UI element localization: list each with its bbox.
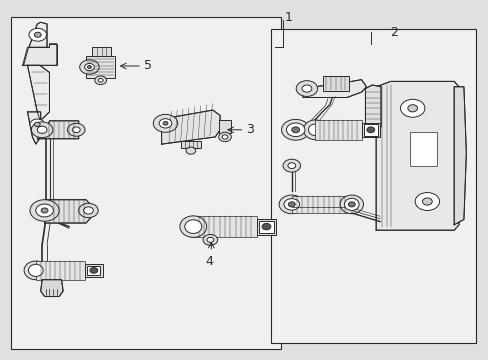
Bar [409, 132, 436, 166]
Ellipse shape [279, 195, 304, 214]
Circle shape [72, 127, 80, 133]
Bar [181, 140, 200, 148]
Circle shape [400, 99, 424, 117]
Circle shape [422, 198, 431, 205]
Ellipse shape [339, 195, 363, 214]
Circle shape [218, 132, 231, 141]
Bar [193, 216, 256, 237]
Circle shape [283, 159, 300, 172]
Polygon shape [27, 65, 49, 119]
Ellipse shape [24, 261, 47, 280]
Circle shape [29, 28, 46, 41]
Bar [92, 47, 111, 56]
Circle shape [163, 122, 167, 125]
Circle shape [84, 63, 94, 71]
Ellipse shape [281, 120, 309, 140]
Circle shape [407, 105, 417, 112]
Polygon shape [365, 85, 380, 130]
Bar [291, 196, 349, 213]
Circle shape [30, 119, 44, 130]
Circle shape [41, 208, 48, 213]
Bar [87, 266, 100, 275]
Bar [256, 219, 276, 234]
Text: 4: 4 [205, 255, 213, 267]
Circle shape [31, 122, 53, 138]
Circle shape [34, 32, 41, 37]
Circle shape [347, 202, 354, 207]
Polygon shape [22, 44, 57, 65]
Ellipse shape [308, 124, 322, 135]
Circle shape [34, 122, 40, 127]
Circle shape [36, 204, 53, 217]
Bar [315, 120, 361, 140]
Circle shape [30, 200, 59, 221]
Circle shape [79, 203, 98, 218]
Bar [84, 264, 103, 277]
Ellipse shape [344, 198, 358, 211]
Bar [271, 30, 475, 343]
Circle shape [222, 135, 227, 139]
Bar [86, 56, 115, 78]
Circle shape [83, 207, 93, 214]
Ellipse shape [184, 220, 202, 233]
Bar [361, 123, 379, 137]
Text: 1: 1 [285, 12, 292, 24]
Bar [36, 261, 84, 280]
Polygon shape [303, 80, 366, 98]
Circle shape [87, 66, 91, 68]
Bar [219, 120, 231, 134]
Circle shape [366, 127, 374, 133]
Polygon shape [29, 22, 47, 47]
Text: 2: 2 [389, 26, 397, 39]
Bar [363, 124, 377, 135]
Circle shape [288, 202, 295, 207]
Circle shape [95, 76, 106, 85]
Circle shape [90, 267, 98, 273]
Polygon shape [41, 280, 63, 297]
Polygon shape [37, 121, 79, 139]
Circle shape [287, 163, 295, 168]
Polygon shape [27, 112, 41, 144]
Circle shape [203, 234, 217, 245]
Circle shape [414, 193, 439, 211]
Circle shape [262, 224, 270, 230]
Ellipse shape [284, 199, 299, 210]
Ellipse shape [28, 264, 43, 276]
Circle shape [67, 123, 85, 136]
Polygon shape [453, 87, 466, 225]
Circle shape [153, 114, 177, 132]
Circle shape [291, 127, 299, 133]
Circle shape [98, 78, 103, 82]
Circle shape [302, 85, 311, 92]
Circle shape [296, 81, 317, 96]
Circle shape [37, 126, 47, 134]
Ellipse shape [286, 123, 305, 136]
Polygon shape [161, 110, 220, 144]
Circle shape [185, 147, 195, 154]
Circle shape [206, 237, 213, 242]
Circle shape [159, 119, 171, 128]
Ellipse shape [180, 216, 206, 237]
Bar [322, 76, 348, 91]
Bar [259, 221, 273, 233]
Text: 5: 5 [143, 59, 151, 72]
Polygon shape [44, 200, 91, 223]
Bar [11, 17, 281, 349]
Text: 3: 3 [245, 123, 253, 136]
Circle shape [80, 60, 99, 74]
Ellipse shape [303, 120, 326, 140]
Polygon shape [375, 81, 458, 230]
